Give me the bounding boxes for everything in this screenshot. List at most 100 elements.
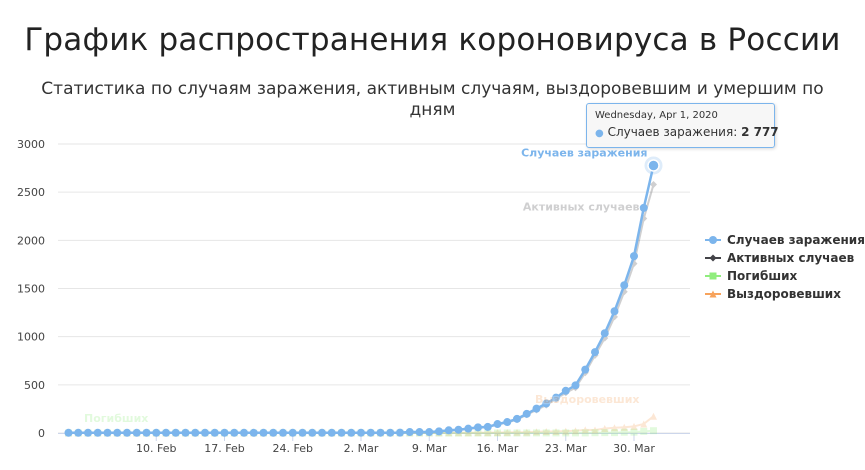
tooltip-date: Wednesday, Apr 1, 2020: [595, 110, 718, 121]
data-point: [523, 429, 531, 437]
data-point: [132, 428, 141, 437]
data-point: [181, 428, 190, 437]
data-point: [191, 428, 200, 437]
data-point: [503, 429, 511, 437]
tooltip-series-label: Случаев заражения:: [607, 125, 738, 139]
data-point: [474, 429, 482, 437]
data-point: [396, 428, 404, 437]
tooltip-value: 2 777: [741, 125, 779, 139]
data-point: [503, 418, 512, 427]
data-point: [639, 203, 648, 212]
data-point: [494, 429, 501, 437]
data-point: [522, 409, 531, 418]
legend-label: Погибших: [727, 269, 797, 283]
data-point: [650, 412, 657, 420]
data-point: [503, 428, 511, 436]
data-point: [591, 426, 599, 434]
data-point: [415, 428, 424, 437]
data-point: [327, 428, 336, 437]
data-point: [474, 423, 482, 432]
data-point: [230, 428, 239, 437]
data-point: [220, 428, 229, 437]
data-point: [513, 428, 521, 436]
data-point: [288, 428, 297, 437]
data-point: [279, 428, 287, 437]
series-end-label: Случаев заражения: [521, 146, 647, 159]
data-point: [483, 422, 492, 431]
data-point: [484, 429, 492, 437]
data-point: [552, 429, 560, 437]
data-point: [611, 424, 618, 432]
legend-label: Активных случаев: [727, 251, 855, 265]
x-tick-label: 9. Mar: [412, 442, 447, 455]
x-tick-label: 17. Feb: [204, 442, 244, 455]
tooltip-series-dot-icon: ●: [595, 128, 604, 139]
hover-point: [647, 159, 660, 172]
data-point: [494, 429, 501, 437]
data-point: [405, 428, 414, 437]
legend-marker-icon: [709, 290, 717, 298]
y-tick-label: 3000: [17, 138, 45, 151]
legend-item[interactable]: Погибших: [705, 269, 797, 283]
y-tick-label: 2500: [17, 186, 45, 199]
data-point: [513, 414, 521, 423]
data-point: [259, 428, 268, 437]
data-point: [142, 428, 151, 437]
data-point: [493, 420, 502, 429]
data-point: [620, 281, 629, 290]
data-point: [601, 424, 609, 432]
chart-title: График распространения короновируса в Ро…: [24, 22, 841, 58]
data-point: [562, 429, 570, 437]
data-point: [581, 429, 589, 437]
data-point: [376, 428, 385, 437]
data-point: [103, 428, 112, 437]
y-tick-label: 1000: [17, 331, 45, 344]
data-point: [484, 429, 492, 437]
legend-marker-icon: [709, 254, 717, 262]
data-point: [454, 425, 463, 434]
data-point: [386, 428, 395, 437]
series-end-label: Погибших: [84, 412, 148, 425]
legend-item[interactable]: Выздоровевших: [705, 287, 841, 301]
data-point: [611, 429, 618, 437]
data-point: [366, 428, 375, 437]
data-point: [64, 428, 73, 437]
data-point: [650, 427, 657, 435]
x-tick-label: 24. Feb: [273, 442, 313, 455]
data-point: [464, 429, 472, 437]
data-point: [308, 428, 317, 437]
data-point: [581, 365, 590, 374]
data-point: [561, 386, 570, 395]
data-point: [581, 426, 589, 434]
x-tick-label: 10. Feb: [136, 442, 176, 455]
data-point: [542, 399, 551, 408]
legend-item[interactable]: Активных случаев: [705, 251, 855, 265]
x-tick-label: 16. Mar: [477, 442, 519, 455]
data-point: [425, 428, 434, 437]
data-point: [571, 381, 580, 390]
data-point: [630, 252, 638, 261]
series-0: [64, 161, 658, 437]
legend-label: Выздоровевших: [727, 287, 841, 301]
data-point: [357, 428, 365, 437]
x-tick-label: 30. Mar: [613, 442, 655, 455]
data-point: [74, 428, 83, 437]
data-point: [620, 423, 628, 431]
data-point: [562, 427, 570, 435]
data-point: [113, 428, 122, 437]
y-tick-label: 2000: [17, 234, 45, 247]
data-point: [533, 429, 540, 437]
data-point: [474, 429, 482, 437]
data-point: [337, 428, 346, 437]
legend-item[interactable]: Случаев заражения: [705, 233, 865, 247]
data-point: [513, 429, 521, 437]
chart-subtitle: Статистика по случаям заражения, активны…: [41, 79, 824, 120]
data-point: [249, 428, 258, 437]
data-point: [464, 429, 472, 437]
series-group: [64, 156, 663, 437]
grid-lines: [58, 143, 690, 434]
data-point: [630, 428, 638, 436]
y-tick-label: 0: [38, 427, 45, 440]
tooltip-row: ● Случаев заражения: 2 777: [595, 125, 779, 139]
